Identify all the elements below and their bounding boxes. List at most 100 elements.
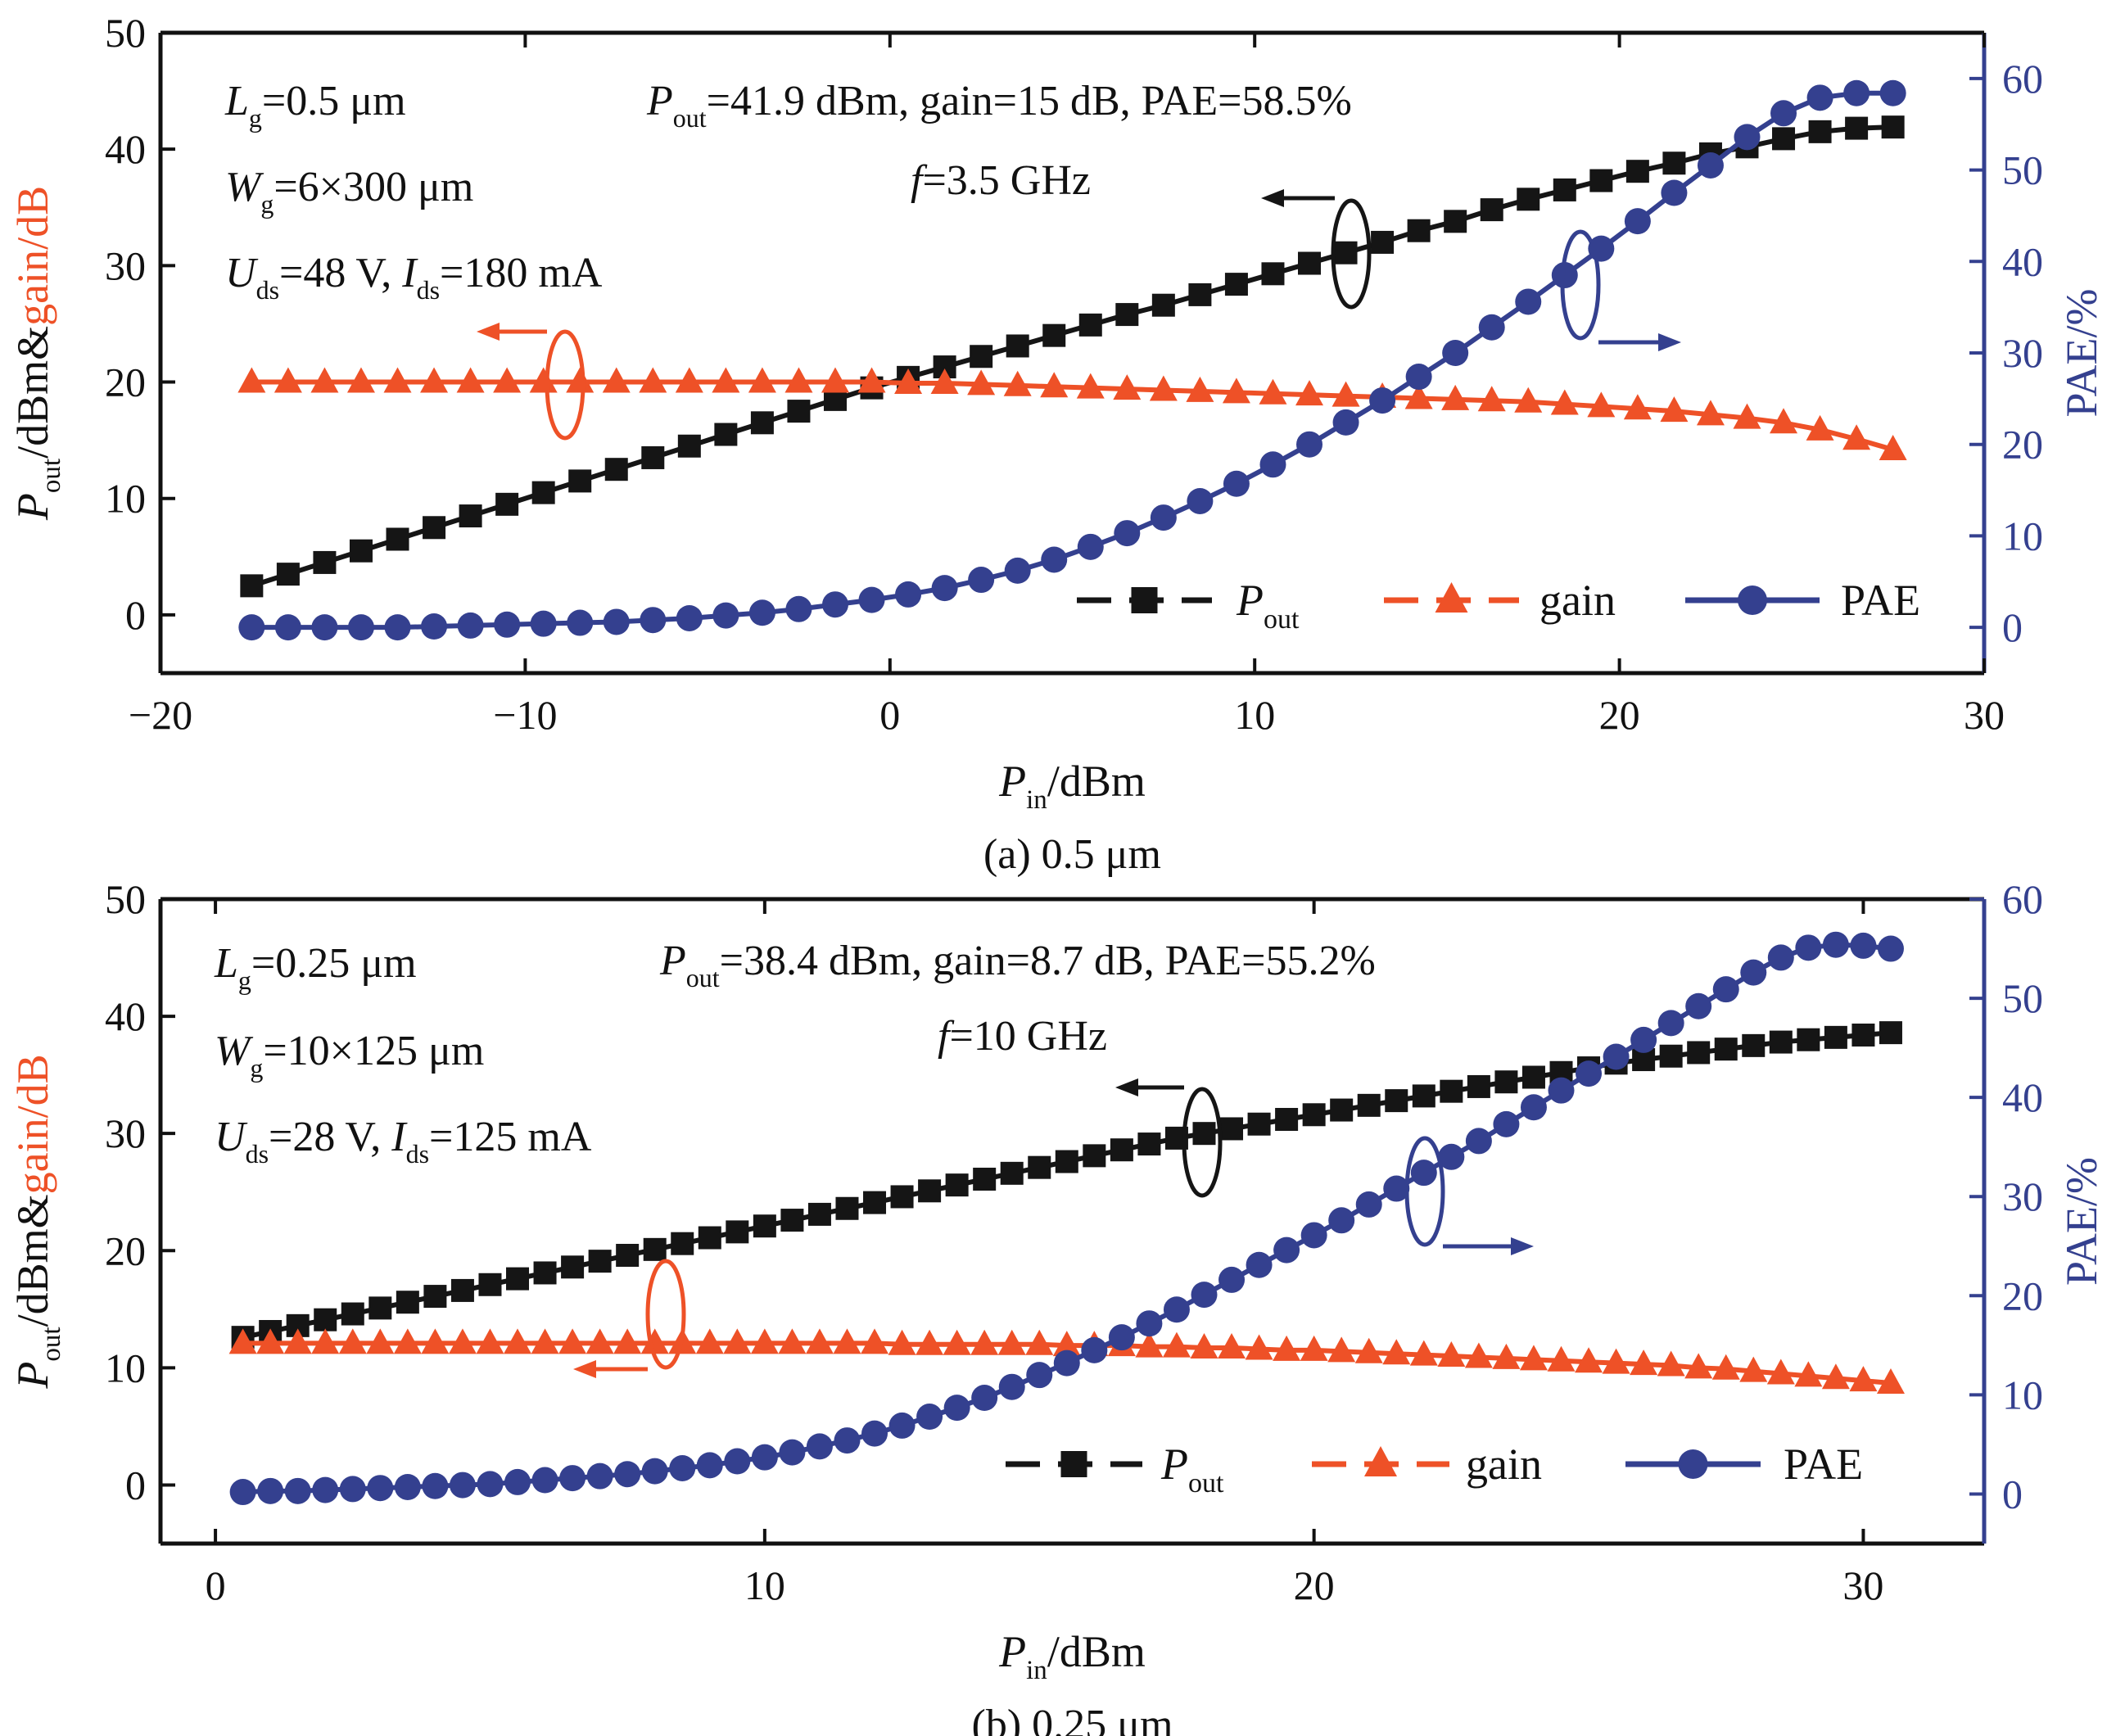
axis-indicator [1560, 229, 1681, 351]
data-point [1334, 241, 1358, 264]
data-point [643, 1237, 667, 1261]
y-axis-label-left-rest: /dBm& [8, 326, 57, 459]
data-point [558, 1328, 587, 1354]
data-point [1478, 314, 1505, 341]
data-point [1740, 959, 1767, 986]
annotation-gate-width: Wg=6×300 μm [225, 164, 473, 219]
y-tick-label-right: 30 [2002, 330, 2043, 376]
data-point [1222, 377, 1250, 404]
legend-label-gain: gain [1539, 576, 1616, 625]
data-point [456, 367, 485, 393]
data-point [394, 1473, 421, 1500]
data-point [1404, 383, 1433, 409]
data-point [784, 367, 813, 393]
data-point [1712, 976, 1739, 1003]
data-point [1053, 1349, 1080, 1377]
data-point [1332, 381, 1360, 407]
data-point [1330, 1098, 1354, 1122]
data-point [1224, 273, 1248, 296]
data-point [1055, 1150, 1078, 1173]
data-point [1137, 1132, 1161, 1156]
y-tick-label-right: 60 [2002, 56, 2043, 102]
data-point [1110, 1138, 1133, 1162]
data-point [1354, 1337, 1383, 1363]
data-point [1842, 424, 1871, 450]
data-point [1437, 1341, 1466, 1368]
y-tick-label-left: 40 [105, 126, 146, 172]
data-point [1382, 1339, 1411, 1365]
data-point [1850, 932, 1877, 959]
x-tick-label: −20 [129, 692, 192, 738]
data-point [1603, 1043, 1630, 1070]
data-point [1113, 374, 1142, 400]
data-point [930, 368, 959, 394]
bias-u-val: =28 V, [269, 1114, 391, 1160]
data-point [493, 367, 522, 393]
y-tick-label-right: 0 [2002, 1471, 2023, 1517]
data-point [1766, 1359, 1795, 1385]
data-point [504, 1468, 531, 1495]
legend-marker [1435, 582, 1468, 613]
x-tick-label: −10 [493, 692, 557, 738]
data-point [1879, 435, 1907, 461]
data-point [1851, 1023, 1875, 1047]
data-point [751, 1444, 778, 1471]
data-point [1733, 403, 1761, 429]
y-tick-label-left: 30 [105, 242, 146, 288]
data-point [588, 1250, 612, 1273]
data-point [861, 1420, 888, 1447]
data-point [1630, 1349, 1658, 1376]
axis-indicator [1404, 1136, 1534, 1255]
data-point [894, 368, 923, 394]
data-point [1151, 293, 1175, 317]
y-axis-label-left-main: P [8, 1362, 57, 1390]
data-point [396, 1291, 419, 1314]
series-line [251, 379, 1894, 452]
data-point [228, 1328, 257, 1354]
legend-label-pout: Pout [1236, 576, 1300, 635]
x-axis-label-rest: /dBm [1047, 757, 1146, 806]
data-point [641, 445, 665, 469]
data-point [1662, 151, 1686, 175]
data-point [566, 367, 595, 393]
data-point [787, 400, 811, 423]
y-axis-label-right: PAE/% [2057, 1157, 2106, 1286]
x-axis-label-main: P [998, 1627, 1026, 1676]
data-point [1275, 1108, 1299, 1132]
data-point [1442, 340, 1469, 366]
legend-marker [1131, 587, 1158, 613]
indicator-ellipse [545, 329, 586, 441]
annotation-gate-width-main: W [215, 1028, 254, 1074]
data-point [393, 1328, 422, 1354]
bias-u-sub: ds [256, 275, 279, 305]
annotation-gate-width-sub: g [260, 189, 274, 219]
data-point [422, 1472, 449, 1499]
data-point [967, 369, 996, 396]
data-point [895, 581, 922, 608]
data-point [284, 1477, 311, 1504]
series-gain [237, 367, 1907, 461]
data-point [1624, 208, 1651, 235]
data-point [1357, 1093, 1381, 1117]
data-point [311, 614, 338, 641]
axis-indicator [1261, 189, 1372, 310]
data-point [1515, 288, 1542, 315]
annotation-bias: Uds=28 V, Ids=125 mA [215, 1114, 592, 1169]
data-point [696, 1452, 723, 1479]
y-tick-label-left: 10 [105, 1345, 146, 1390]
indicator-arrow-head [1658, 333, 1681, 351]
data-point [368, 1296, 392, 1320]
data-point [586, 1328, 614, 1354]
data-point [714, 423, 738, 446]
y-tick-label-right: 10 [2002, 513, 2043, 558]
data-point [821, 591, 848, 618]
data-point [676, 604, 703, 631]
data-point [494, 611, 521, 638]
data-point [256, 1328, 285, 1354]
data-point [640, 607, 667, 634]
y-tick-label-left: 0 [125, 592, 146, 638]
data-point [1849, 1366, 1878, 1392]
data-point [945, 1173, 969, 1197]
data-point [1576, 1060, 1603, 1087]
data-point [1369, 387, 1396, 414]
